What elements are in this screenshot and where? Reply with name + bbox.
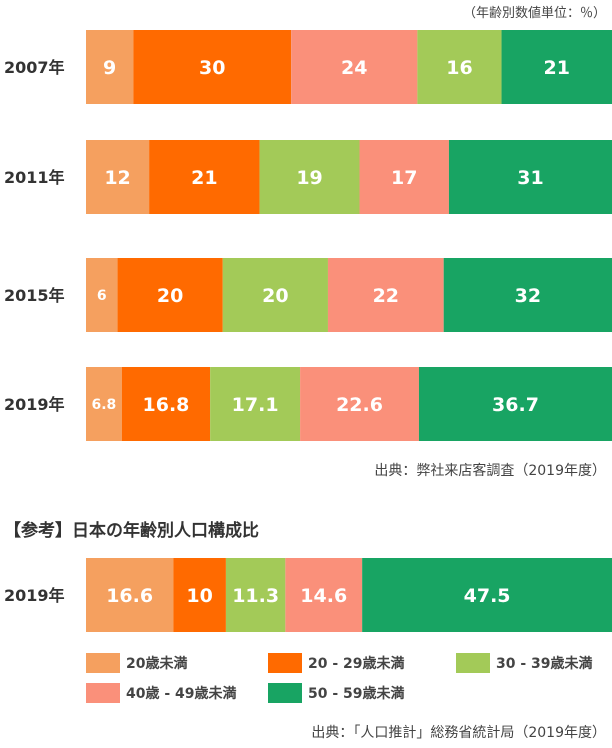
data-label-1-0-age20_29: 10 — [186, 585, 212, 607]
data-label-0-1-age40_49: 17 — [391, 167, 417, 189]
data-label-1-0-age40_49: 14.6 — [300, 585, 347, 607]
bar-segment-0-0-age30_39 — [417, 30, 502, 104]
data-label-1-0-age20under: 16.6 — [106, 585, 153, 607]
category-label-0-2: 2015年 — [4, 286, 65, 305]
bar-segment-0-3-age50_59 — [418, 367, 612, 441]
data-label-1-0-age30_39: 11.3 — [232, 585, 279, 607]
bar-segment-1-0-age30_39 — [225, 558, 286, 632]
legend-swatch-20under — [86, 653, 120, 673]
bar-segment-0-1-age50_59 — [448, 140, 612, 214]
legend: 20歳未満 20 - 29歳未満 30 - 39歳未満 40歳 - 49歳未満 … — [86, 652, 606, 712]
bar-segment-1-0-age40_49 — [285, 558, 363, 632]
bar-segment-0-1-age30_39 — [259, 140, 360, 214]
data-label-0-0-age50_59: 21 — [544, 57, 570, 79]
bar-segment-1-0-age20_29 — [173, 558, 226, 632]
data-label-0-1-age20under: 12 — [104, 167, 130, 189]
legend-item-20under: 20歳未満 — [86, 652, 187, 674]
bar-segment-0-0-age50_59 — [501, 30, 612, 104]
data-label-0-3-age40_49: 22.6 — [336, 394, 383, 416]
legend-label-20-29: 20 - 29歳未満 — [308, 656, 405, 672]
category-label-0-0: 2007年 — [4, 58, 65, 77]
bar-segment-0-1-age40_49 — [359, 140, 449, 214]
data-label-1-0-age50_59: 47.5 — [464, 585, 511, 607]
category-label-1-0: 2019年 — [4, 586, 65, 605]
legend-item-40-49: 40歳 - 49歳未満 — [86, 682, 237, 704]
bar-segment-0-2-age50_59 — [443, 258, 612, 332]
bar-segment-0-3-age30_39 — [210, 367, 301, 441]
bar-segment-0-2-age30_39 — [222, 258, 328, 332]
category-label-0-3: 2019年 — [4, 395, 65, 414]
bar-segment-0-0-age40_49 — [291, 30, 418, 104]
legend-item-50-59: 50 - 59歳未満 — [268, 682, 405, 704]
legend-swatch-20-29 — [268, 653, 302, 673]
bar-segment-0-0-age20under — [86, 30, 134, 104]
legend-label-30-39: 30 - 39歳未満 — [496, 656, 593, 672]
data-label-0-2-age50_59: 32 — [515, 285, 541, 307]
legend-swatch-50-59 — [268, 683, 302, 703]
bar-segment-0-2-age20under — [86, 258, 118, 332]
data-label-0-1-age50_59: 31 — [517, 167, 543, 189]
data-label-0-2-age30_39: 20 — [262, 285, 288, 307]
bar-segment-0-2-age40_49 — [327, 258, 444, 332]
bar-segment-0-0-age20_29 — [133, 30, 292, 104]
source-note-survey: 出典：弊社来店客調査（2019年度） — [374, 463, 606, 479]
source-note-census: 出典：「人口推計」総務省統計局（2019年度） — [311, 725, 606, 741]
data-label-0-2-age40_49: 22 — [373, 285, 399, 307]
data-label-0-2-age20under: 6 — [97, 288, 107, 304]
data-label-0-0-age40_49: 24 — [341, 57, 367, 79]
category-label-0-1: 2011年 — [4, 168, 65, 187]
data-label-0-3-age50_59: 36.7 — [492, 394, 539, 416]
data-label-0-1-age20_29: 21 — [191, 167, 217, 189]
reference-title: 【参考】日本の年齢別人口構成比 — [4, 521, 259, 541]
legend-swatch-40-49 — [86, 683, 120, 703]
legend-label-40-49: 40歳 - 49歳未満 — [126, 686, 237, 702]
legend-item-30-39: 30 - 39歳未満 — [456, 652, 593, 674]
data-label-0-2-age20_29: 20 — [157, 285, 183, 307]
data-label-0-0-age20under: 9 — [103, 57, 116, 79]
bar-segment-0-1-age20under — [86, 140, 150, 214]
bar-segment-1-0-age50_59 — [362, 558, 612, 632]
bar-segment-0-3-age20under — [86, 367, 122, 441]
data-label-0-0-age20_29: 30 — [199, 57, 225, 79]
legend-label-50-59: 50 - 59歳未満 — [308, 686, 405, 702]
data-label-0-3-age20under: 6.8 — [91, 397, 116, 413]
bar-segment-0-3-age40_49 — [300, 367, 419, 441]
unit-note: （年齢別数値単位：％） — [462, 6, 606, 21]
data-label-0-3-age30_39: 17.1 — [232, 394, 279, 416]
legend-item-20-29: 20 - 29歳未満 — [268, 652, 405, 674]
data-label-0-0-age30_39: 16 — [446, 57, 472, 79]
legend-swatch-30-39 — [456, 653, 490, 673]
data-label-0-3-age20_29: 16.8 — [143, 394, 190, 416]
legend-label-20under: 20歳未満 — [126, 656, 188, 672]
bar-segment-0-3-age20_29 — [121, 367, 211, 441]
bar-segment-0-1-age20_29 — [149, 140, 260, 214]
data-label-0-1-age30_39: 19 — [296, 167, 322, 189]
bar-segment-0-2-age20_29 — [117, 258, 223, 332]
bar-segment-1-0-age20under — [86, 558, 174, 632]
